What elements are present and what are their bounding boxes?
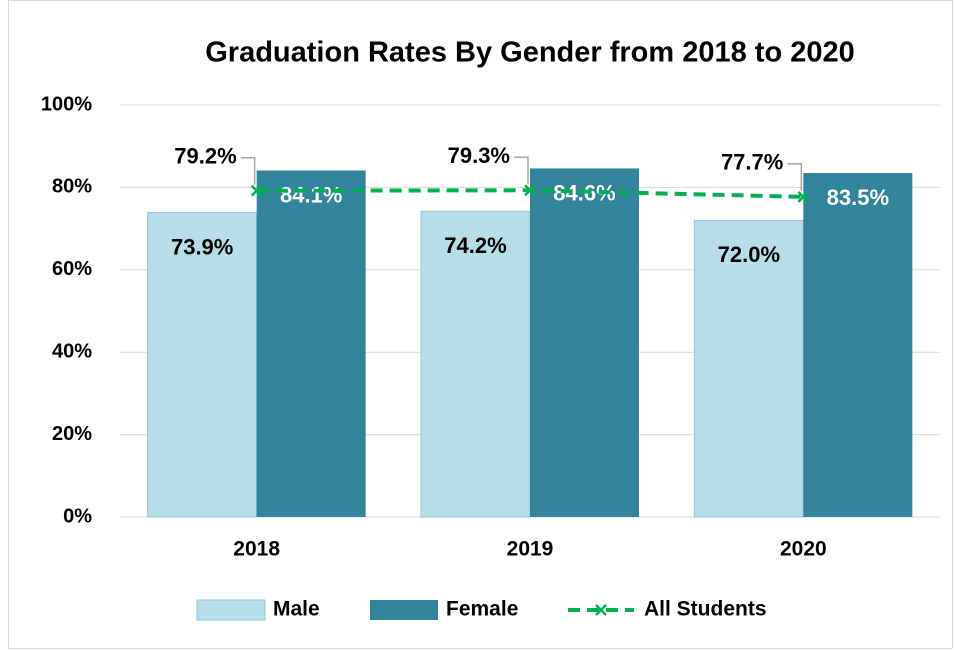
line-value-label: 79.3%: [448, 143, 510, 168]
y-tick-label: 80%: [52, 176, 92, 198]
legend-label: Male: [273, 598, 320, 621]
bar: [420, 210, 531, 518]
bar: [530, 168, 639, 517]
y-tick-label: 100%: [41, 93, 92, 115]
chart-title: Graduation Rates By Gender from 2018 to …: [205, 37, 855, 69]
bar: [803, 172, 913, 518]
legend-label: All Students: [644, 598, 767, 621]
bar-value-label: 74.2%: [444, 233, 506, 258]
bar-value-label: 83.5%: [827, 185, 889, 210]
y-tick-label: 40%: [52, 340, 92, 362]
x-tick-label: 2019: [507, 538, 554, 561]
leader-line: [787, 163, 803, 191]
leader-line: [514, 156, 529, 185]
y-tick-label: 60%: [52, 258, 92, 280]
legend-swatch: [196, 599, 266, 621]
legend-swatch: [370, 600, 438, 620]
leader-line: [240, 156, 256, 185]
legend-marker: [595, 604, 607, 616]
bar-value-label: 73.9%: [171, 234, 233, 259]
bar-value-label: 84.1%: [280, 182, 342, 207]
x-tick-label: 2020: [780, 538, 827, 561]
x-tick-label: 2018: [233, 538, 280, 561]
line-marker: [250, 184, 263, 197]
line-marker: [524, 184, 536, 197]
line-value-label: 77.7%: [721, 150, 783, 175]
bar: [256, 170, 366, 517]
line-marker: [797, 190, 810, 203]
bar-value-label: 72.0%: [718, 242, 780, 267]
y-tick-label: 20%: [52, 423, 92, 445]
legend-label: Female: [446, 598, 518, 621]
bar: [693, 219, 804, 518]
y-tick-label: 0%: [63, 505, 92, 527]
line-value-label: 79.2%: [174, 144, 236, 169]
